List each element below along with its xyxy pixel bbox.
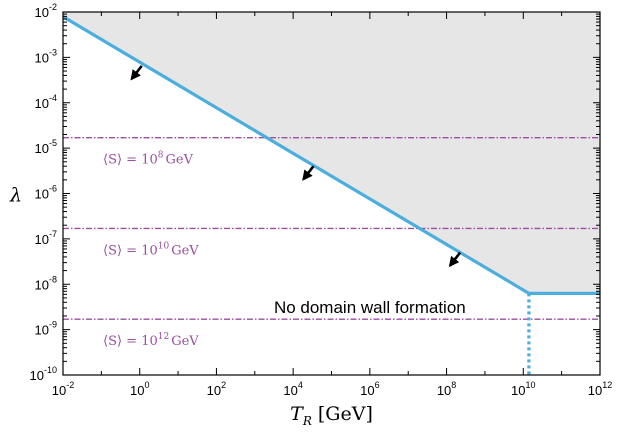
x-tick-label: 106 — [360, 380, 379, 398]
x-tick-label: 10-2 — [52, 380, 74, 398]
y-tick-label: 10-8 — [35, 274, 57, 292]
x-axis-title: TR [GeV] — [290, 403, 373, 428]
y-tick-label: 10-3 — [35, 47, 57, 65]
reference-line-label: ⟨S⟩ = 108 GeV — [103, 151, 194, 168]
x-tick-label: 104 — [283, 380, 302, 398]
x-tick-label: 102 — [207, 380, 226, 398]
y-tick-label: 10-5 — [35, 138, 57, 156]
x-tick-label: 1010 — [511, 380, 535, 398]
reference-line-label: ⟨S⟩ = 1012 GeV — [103, 332, 199, 349]
y-axis-title: λ — [9, 185, 22, 207]
arrow-marker — [130, 65, 143, 81]
y-tick-label: 10-2 — [35, 2, 57, 20]
arrow-marker — [302, 165, 315, 181]
arrow-marker — [448, 251, 462, 268]
y-tick-label: 10-4 — [35, 93, 57, 111]
y-tick-label: 10-7 — [35, 229, 57, 247]
x-tick-label: 108 — [437, 380, 456, 398]
x-tick-label: 1012 — [588, 380, 612, 398]
ticks — [62, 11, 601, 376]
y-tick-label: 10-9 — [35, 320, 57, 338]
excluded-region — [63, 12, 600, 294]
region-label: No domain wall formation — [274, 298, 466, 317]
reference-line-label: ⟨S⟩ = 1010 GeV — [103, 241, 199, 258]
x-tick-label: 100 — [130, 380, 149, 398]
y-tick-label: 10-10 — [30, 365, 57, 383]
y-tick-label: 10-6 — [35, 184, 57, 202]
